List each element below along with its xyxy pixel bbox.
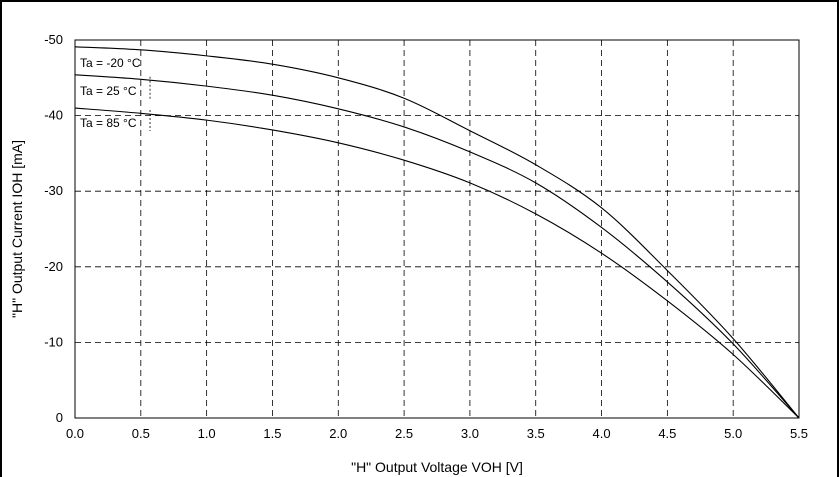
y-tick-label: -10 — [44, 334, 63, 349]
x-tick-label: 4.5 — [658, 426, 676, 441]
x-tick-label: 1.0 — [198, 426, 216, 441]
x-tick-label: 0.5 — [132, 426, 150, 441]
curve-label-1: Ta = -20 °C — [80, 56, 141, 70]
y-tick-label: -20 — [44, 259, 63, 274]
curve-label-2: Ta = 25 °C — [80, 84, 137, 98]
x-tick-label: 5.5 — [790, 426, 808, 441]
curves — [74, 46, 800, 419]
grid-lines — [75, 40, 799, 418]
x-tick-label: 3.0 — [461, 426, 479, 441]
x-tick-label: 5.0 — [724, 426, 742, 441]
curve-series-1 — [74, 46, 800, 419]
x-tick-label: 3.5 — [527, 426, 545, 441]
curve-label-3: Ta = 85 °C — [80, 116, 137, 130]
curve-series-3 — [74, 107, 800, 419]
y-tick-label: 0 — [56, 410, 63, 425]
x-tick-label: 2.5 — [395, 426, 413, 441]
curve-labels: Ta = -20 °C Ta = 25 °C Ta = 85 °C — [80, 56, 151, 132]
tick-labels: 0.0 0.5 1.0 1.5 2.0 2.5 3.0 3.5 4.0 4.5 5.0 5.5 0 -10… — [44, 32, 808, 441]
x-tick-label: 1.5 — [263, 426, 281, 441]
curve-series-2 — [74, 74, 800, 419]
y-tick-label: -50 — [44, 32, 63, 47]
plot-area — [74, 39, 800, 419]
x-tick-label: 4.0 — [593, 426, 611, 441]
y-tick-label: -40 — [44, 108, 63, 123]
y-tick-label: -30 — [44, 183, 63, 198]
x-tick-label: 0.0 — [66, 426, 84, 441]
y-axis-title: "H" Output Current IOH [mA] — [9, 140, 25, 318]
x-axis-title: "H" Output Voltage VOH [V] — [351, 459, 523, 475]
x-tick-label: 2.0 — [329, 426, 347, 441]
